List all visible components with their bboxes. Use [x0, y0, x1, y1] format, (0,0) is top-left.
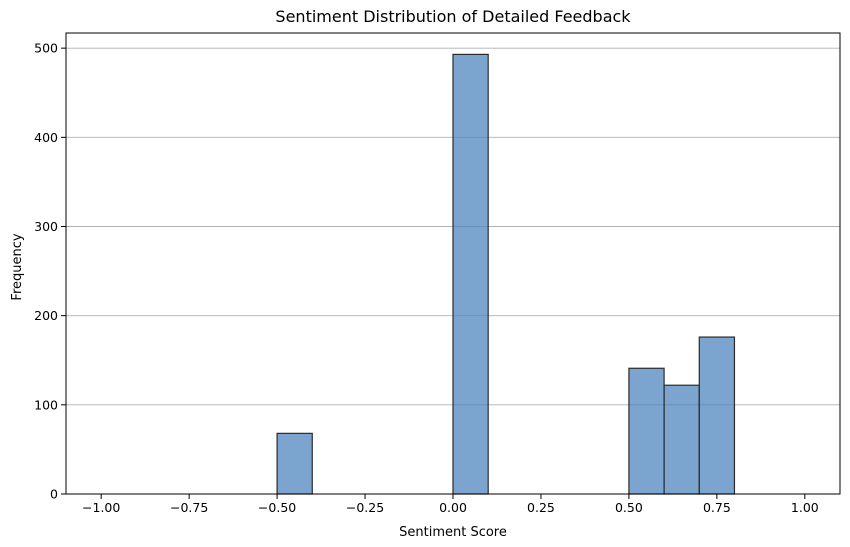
x-tick-label: 1.00 — [791, 500, 819, 515]
histogram-bar — [276, 432, 313, 495]
y-axis-label: Frequency — [10, 233, 25, 300]
x-tick-label: −1.00 — [82, 500, 120, 515]
histogram-bar — [452, 53, 489, 495]
y-tick-label: 500 — [34, 41, 58, 56]
x-axis-ticks: −1.00 −0.75 −0.50 −0.25 0.00 0.25 0.50 0.75 1.00 — [82, 494, 819, 515]
y-tick-label: 0 — [50, 487, 58, 502]
histogram-bar — [698, 336, 736, 495]
y-tick-label: 400 — [34, 130, 58, 145]
y-axis-ticks: 0 100 200 300 400 500 — [34, 41, 66, 502]
chart-title: Sentiment Distribution of Detailed Feedb… — [275, 7, 631, 26]
y-tick-label: 100 — [34, 397, 58, 412]
x-tick-label: −0.50 — [258, 500, 296, 515]
x-tick-label: 0.25 — [527, 500, 555, 515]
y-tick-label: 200 — [34, 308, 58, 323]
bars — [276, 53, 736, 495]
histogram-bar — [628, 367, 665, 495]
x-axis-label: Sentiment Score — [399, 525, 507, 540]
x-tick-label: −0.75 — [170, 500, 208, 515]
histogram-bar — [663, 384, 700, 495]
x-tick-label: 0.50 — [615, 500, 643, 515]
x-tick-label: −0.25 — [346, 500, 384, 515]
x-tick-label: 0.75 — [703, 500, 731, 515]
y-tick-label: 300 — [34, 219, 58, 234]
x-tick-label: 0.00 — [439, 500, 467, 515]
